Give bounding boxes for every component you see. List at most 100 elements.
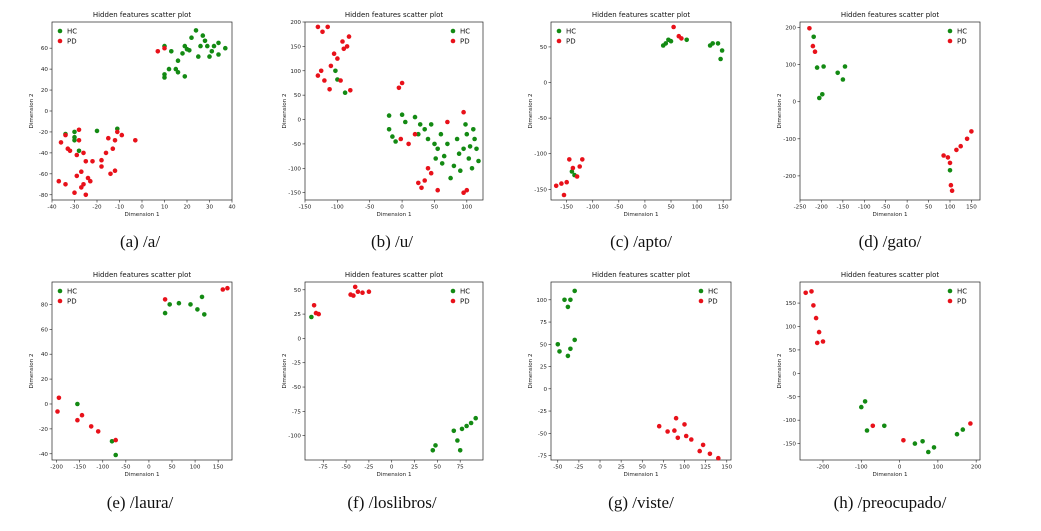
panel-caption: (g) /viste/ — [608, 493, 674, 512]
point-hc — [435, 146, 441, 152]
point-pd — [968, 421, 973, 426]
point-hc — [448, 175, 453, 181]
y-tick-label: -200 — [783, 174, 796, 180]
point-pd — [697, 448, 702, 454]
legend-label-hc: HC — [67, 288, 77, 296]
y-tick-label: -20 — [39, 130, 49, 136]
point-pd — [461, 109, 466, 115]
y-tick-label: 40 — [41, 352, 49, 358]
panel-caption: (a) /a/ — [120, 232, 160, 251]
x-tick-label: -50 — [342, 465, 352, 471]
point-pd — [225, 285, 230, 291]
point-pd — [682, 422, 687, 427]
point-pd — [816, 329, 822, 335]
x-tick-label: -50 — [614, 205, 624, 211]
x-tick-label: 0 — [643, 205, 647, 211]
point-hc — [412, 114, 418, 120]
plot-frame — [799, 21, 981, 201]
x-tick-label: -75 — [319, 465, 329, 471]
point-hc — [386, 113, 392, 118]
point-hc — [926, 449, 931, 455]
point-hc — [842, 64, 848, 69]
point-pd — [949, 188, 955, 193]
legend-label-hc: HC — [957, 28, 967, 36]
point-hc — [94, 128, 100, 134]
point-hc — [216, 40, 221, 46]
legend-marker-hc — [947, 288, 953, 294]
point-pd — [133, 138, 138, 143]
y-axis-label: Dimension 2 — [528, 93, 534, 128]
x-tick-label: -100 — [858, 205, 871, 211]
point-pd — [162, 45, 167, 51]
point-hc — [417, 122, 423, 127]
y-tick-label: 100 — [785, 325, 796, 331]
x-tick-label: -10 — [115, 205, 125, 211]
point-hc — [459, 426, 465, 432]
y-axis-label: Dimension 2 — [29, 353, 35, 388]
point-pd — [56, 395, 62, 401]
point-hc — [425, 136, 431, 142]
point-hc — [445, 141, 450, 147]
y-tick-label: 0 — [543, 81, 547, 87]
point-pd — [79, 412, 85, 418]
y-tick-label: 60 — [41, 327, 49, 333]
point-pd — [338, 78, 343, 83]
panel-caption: (h) /preocupado/ — [834, 493, 947, 512]
point-hc — [176, 300, 182, 306]
point-hc — [882, 423, 887, 429]
x-tick-label: -50 — [121, 465, 131, 471]
x-axis-label: Dimension 1 — [376, 472, 412, 478]
point-hc — [458, 168, 463, 173]
legend-label-pd: PD — [460, 38, 470, 46]
point-hc — [864, 428, 870, 433]
point-hc — [441, 153, 447, 159]
point-pd — [79, 169, 84, 174]
point-pd — [83, 159, 89, 164]
point-hc — [193, 28, 199, 33]
point-hc — [710, 41, 715, 46]
x-tick-label: -40 — [47, 205, 57, 211]
x-tick-label: 25 — [411, 465, 419, 471]
point-pd — [99, 157, 104, 163]
point-pd — [814, 340, 820, 346]
point-pd — [675, 435, 681, 441]
legend-label-pd: PD — [957, 298, 967, 306]
point-hc — [169, 49, 174, 54]
point-hc — [572, 288, 577, 294]
point-hc — [960, 427, 966, 432]
point-pd — [813, 315, 819, 321]
x-tick-label: -30 — [70, 205, 80, 211]
point-pd — [673, 415, 679, 421]
legend-marker-pd — [947, 38, 953, 44]
point-hc — [200, 33, 206, 38]
y-tick-label: 0 — [543, 387, 547, 393]
point-pd — [55, 409, 60, 414]
y-tick-label: 150 — [290, 44, 301, 50]
x-tick-label: 0 — [140, 205, 144, 211]
point-hc — [454, 136, 460, 142]
legend-marker-hc — [947, 28, 953, 34]
point-hc — [428, 122, 434, 127]
point-hc — [433, 443, 438, 448]
point-hc — [557, 349, 562, 354]
point-hc — [72, 138, 77, 143]
y-tick-label: 100 — [785, 63, 796, 69]
point-hc — [931, 445, 937, 450]
y-tick-label: -50 — [787, 395, 797, 401]
point-pd — [65, 146, 71, 151]
point-pd — [328, 63, 334, 69]
x-tick-label: 50 — [431, 205, 439, 211]
x-tick-label: 50 — [639, 465, 647, 471]
y-tick-label: -25 — [538, 409, 548, 415]
plot-frame — [304, 281, 484, 461]
point-pd — [561, 192, 567, 198]
point-pd — [665, 429, 670, 434]
point-pd — [63, 182, 68, 187]
y-tick-label: 50 — [789, 348, 797, 354]
point-pd — [113, 437, 118, 443]
point-hc — [198, 43, 203, 49]
legend-label-pd: PD — [67, 38, 77, 46]
y-tick-label: 200 — [290, 20, 301, 26]
point-hc — [464, 131, 470, 137]
point-hc — [920, 439, 925, 444]
